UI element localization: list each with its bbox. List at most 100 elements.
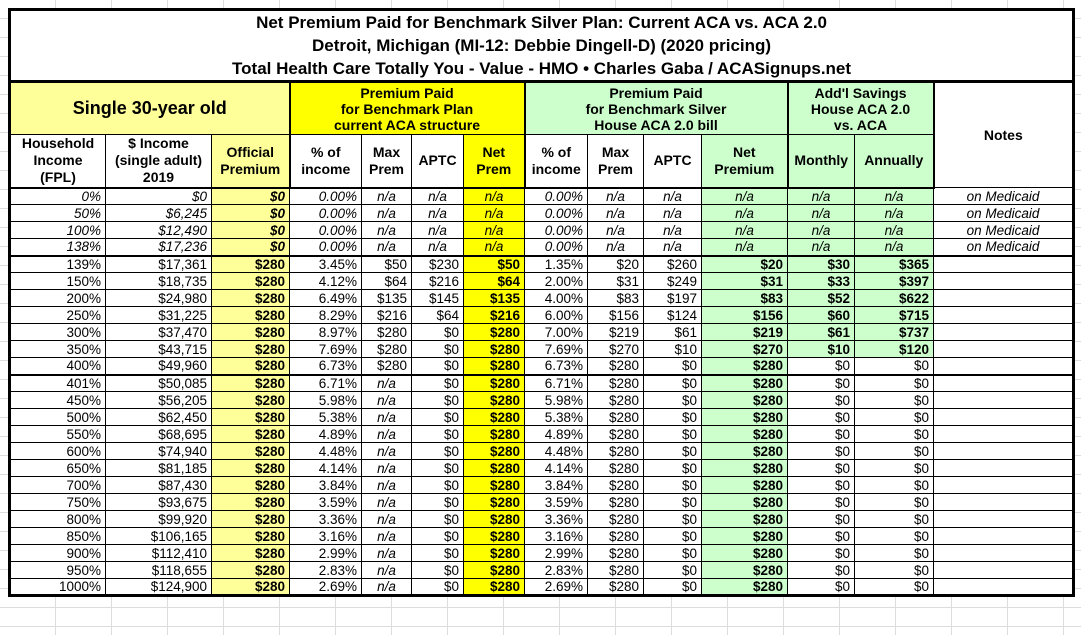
cell-aca-aptc: n/a: [411, 187, 464, 205]
cell-aca-net-prem: n/a: [463, 221, 525, 239]
cell-notes: [932, 408, 1075, 426]
cell-aca-net-prem: $280: [463, 373, 525, 392]
cell-aca2-max-prem: $83: [587, 289, 644, 307]
group-addl-savings: Add'l Savings House ACA 2.0 vs. ACA: [787, 81, 935, 135]
cell-aca-aptc: $0: [411, 510, 464, 528]
cell-aca2-pct-income: 3.16%: [524, 527, 588, 545]
cell-aca-net-prem: $280: [463, 442, 525, 460]
table-row-138: 138% $17,236 $0 0.00% n/a n/a n/a 0.00% n/a n/a n/…: [9, 238, 1075, 256]
cell-official-premium: $280: [211, 323, 290, 341]
cell-aca2-aptc: $0: [643, 510, 702, 528]
cell-savings-monthly: $10: [787, 340, 855, 358]
cell-notes: [932, 254, 1075, 273]
cell-income: $0: [105, 187, 212, 205]
cell-savings-monthly: $0: [787, 527, 855, 545]
cell-aca2-max-prem: $280: [587, 493, 644, 511]
cell-income: $68,695: [105, 425, 212, 443]
cell-aca-max-prem: n/a: [361, 561, 412, 579]
cell-income: $49,960: [105, 357, 212, 375]
cell-aca-max-prem: n/a: [361, 527, 412, 545]
cell-aca-max-prem: $50: [361, 254, 412, 273]
cell-official-premium: $280: [211, 357, 290, 375]
cell-aca-pct-income: 4.89%: [289, 425, 362, 443]
cell-income: $87,430: [105, 476, 212, 494]
title-line-3: Total Health Care Totally You - Value - …: [232, 59, 852, 78]
cell-aca2-max-prem: $31: [587, 272, 644, 290]
table-row-950: 950% $118,655 $280 2.83% n/a $0 $280 2.83% $280 $…: [9, 561, 1075, 579]
cell-income: $18,735: [105, 272, 212, 290]
cell-income: $17,236: [105, 238, 212, 256]
cell-aca-max-prem: $216: [361, 306, 412, 324]
cell-aca-net-prem: $280: [463, 459, 525, 477]
cell-aca-net-prem: $280: [463, 323, 525, 341]
cell-aca-net-prem: $135: [463, 289, 525, 307]
cell-aca2-max-prem: $280: [587, 391, 644, 409]
cell-savings-monthly: n/a: [787, 204, 855, 222]
cell-aca2-net-premium: $280: [701, 561, 788, 579]
cell-official-premium: $0: [211, 221, 290, 239]
cell-savings-annually: $737: [854, 323, 934, 341]
cell-aca2-net-premium: $31: [701, 272, 788, 290]
table-row-401: 401% $50,085 $280 6.71% n/a $0 $280 6.71% $280 $0…: [9, 373, 1075, 392]
cell-savings-monthly: $0: [787, 544, 855, 562]
cell-fpl: 650%: [9, 459, 106, 477]
cell-aca2-aptc: $0: [643, 373, 702, 392]
cell-aca-net-prem: $280: [463, 544, 525, 562]
cell-aca2-max-prem: $280: [587, 510, 644, 528]
cell-aca2-aptc: $0: [643, 527, 702, 545]
cell-aca-net-prem: n/a: [463, 238, 525, 256]
cell-aca-aptc: $0: [411, 527, 464, 545]
cell-aca2-net-premium: n/a: [701, 204, 788, 222]
cell-aca2-net-premium: $280: [701, 357, 788, 375]
cell-savings-monthly: $0: [787, 459, 855, 477]
cell-savings-annually: $0: [854, 510, 934, 528]
cell-aca2-pct-income: 5.38%: [524, 408, 588, 426]
cell-aca2-max-prem: $20: [587, 254, 644, 273]
cell-income: $12,490: [105, 221, 212, 239]
cell-aca2-pct-income: 5.98%: [524, 391, 588, 409]
cell-official-premium: $0: [211, 204, 290, 222]
cell-savings-monthly: $0: [787, 561, 855, 579]
cell-aca-pct-income: 0.00%: [289, 238, 362, 256]
cell-savings-monthly: n/a: [787, 238, 855, 256]
cell-aca2-pct-income: 0.00%: [524, 204, 588, 222]
cell-notes: [932, 323, 1075, 341]
column-header-fpl: Household Income (FPL): [9, 134, 106, 189]
table-row-700: 700% $87,430 $280 3.84% n/a $0 $280 3.84% $280 $0…: [9, 476, 1075, 494]
cell-aca-max-prem: n/a: [361, 187, 412, 205]
cell-income: $43,715: [105, 340, 212, 358]
cell-official-premium: $280: [211, 289, 290, 307]
cell-aca2-aptc: $0: [643, 425, 702, 443]
cell-aca2-net-premium: $280: [701, 510, 788, 528]
cell-notes: [932, 527, 1075, 545]
column-header-savings-annually: Annually: [854, 134, 935, 189]
cell-notes: [932, 272, 1075, 290]
cell-aca-max-prem: $280: [361, 357, 412, 375]
table-row-350: 350% $43,715 $280 7.69% $280 $0 $280 7.69% $270 $…: [9, 340, 1075, 358]
column-header-official-premium: Official Premium: [211, 134, 291, 189]
cell-aca-max-prem: n/a: [361, 425, 412, 443]
cell-aca-aptc: $0: [411, 340, 464, 358]
cell-aca2-pct-income: 7.69%: [524, 340, 588, 358]
cell-fpl: 900%: [9, 544, 106, 562]
cell-aca2-net-premium: n/a: [701, 238, 788, 256]
cell-savings-annually: $0: [854, 527, 934, 545]
cell-fpl: 0%: [9, 187, 106, 205]
cell-savings-annually: $715: [854, 306, 934, 324]
cell-notes: [932, 289, 1075, 307]
cell-aca2-aptc: $0: [643, 459, 702, 477]
cell-fpl: 150%: [9, 272, 106, 290]
cell-fpl: 138%: [9, 238, 106, 256]
cell-savings-annually: n/a: [854, 221, 934, 239]
cell-notes: on Medicaid: [932, 238, 1075, 256]
cell-savings-monthly: $61: [787, 323, 855, 341]
cell-aca-aptc: $0: [411, 391, 464, 409]
cell-aca-max-prem: n/a: [361, 476, 412, 494]
cell-aca-net-prem: $216: [463, 306, 525, 324]
cell-fpl: 1000%: [9, 578, 106, 596]
table-row-400: 400% $49,960 $280 6.73% $280 $0 $280 6.73% $280 $…: [9, 357, 1075, 375]
cell-aca-net-prem: n/a: [463, 204, 525, 222]
cell-fpl: 139%: [9, 254, 106, 273]
cell-aca-max-prem: n/a: [361, 493, 412, 511]
column-header-aca2-aptc: APTC: [643, 134, 702, 189]
